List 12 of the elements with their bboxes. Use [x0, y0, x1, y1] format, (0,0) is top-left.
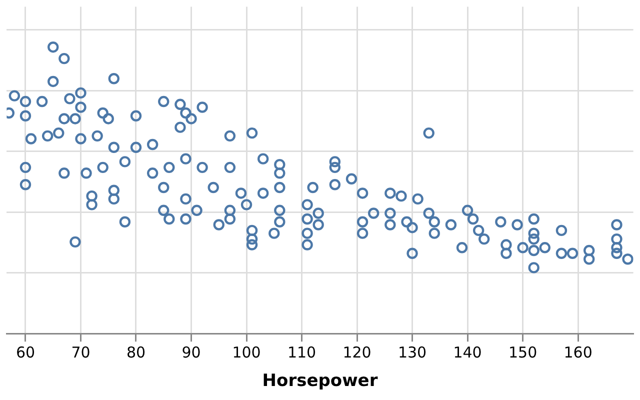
x-tick-label: 70	[71, 343, 90, 362]
x-tick-label: 160	[564, 343, 592, 362]
x-tick-label: 130	[398, 343, 427, 362]
x-tick-label: 110	[287, 343, 316, 362]
x-tick-label: 60	[16, 343, 36, 362]
x-tick-label: 140	[453, 343, 482, 362]
x-tick-label: 120	[342, 343, 372, 362]
x-axis-title: Horsepower	[262, 371, 378, 392]
x-tick-label: 80	[126, 343, 146, 362]
x-tick-label: 90	[182, 343, 201, 362]
x-tick-label: 150	[508, 343, 538, 362]
x-tick-label: 100	[232, 343, 261, 362]
